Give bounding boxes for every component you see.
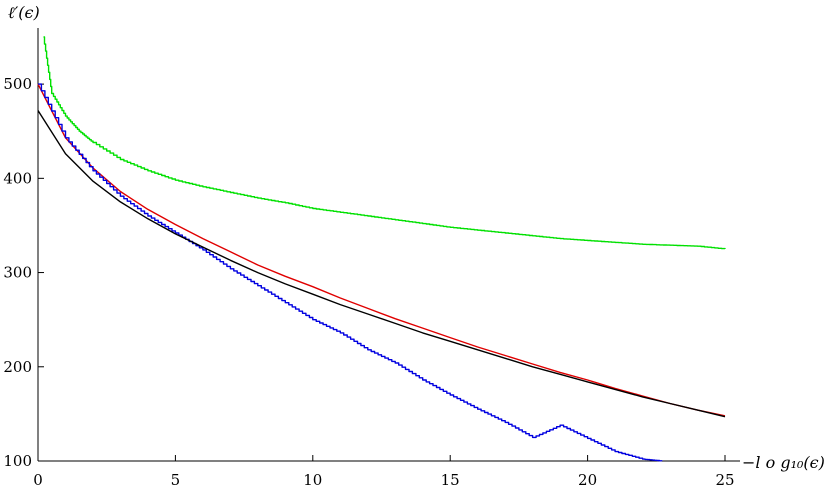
y-tick-label: 200	[3, 358, 32, 376]
x-tick-label: 0	[33, 471, 43, 489]
y-tick-label: 400	[3, 169, 32, 187]
series-line-2	[37, 83, 726, 417]
series-line-4	[37, 110, 726, 418]
y-tick-label: 100	[3, 452, 32, 470]
y-tick-label: 300	[3, 264, 32, 282]
series-line-3	[38, 83, 663, 462]
x-tick-label: 15	[441, 471, 460, 489]
x-tick-label: 20	[578, 471, 597, 489]
x-tick-label: 5	[171, 471, 181, 489]
x-tick-label: 10	[303, 471, 322, 489]
series-layer	[37, 36, 726, 462]
y-tick-label: 500	[3, 75, 32, 93]
series-line-1	[43, 36, 726, 250]
axis-ticks: 0 5 10 15 20 25 100 200 300 400 500	[3, 75, 734, 489]
y-axis-label: ℓ′(ϵ)	[8, 3, 40, 22]
x-tick-label: 25	[715, 471, 734, 489]
x-axis-label: −l o g₁₀(ϵ)	[742, 453, 825, 472]
